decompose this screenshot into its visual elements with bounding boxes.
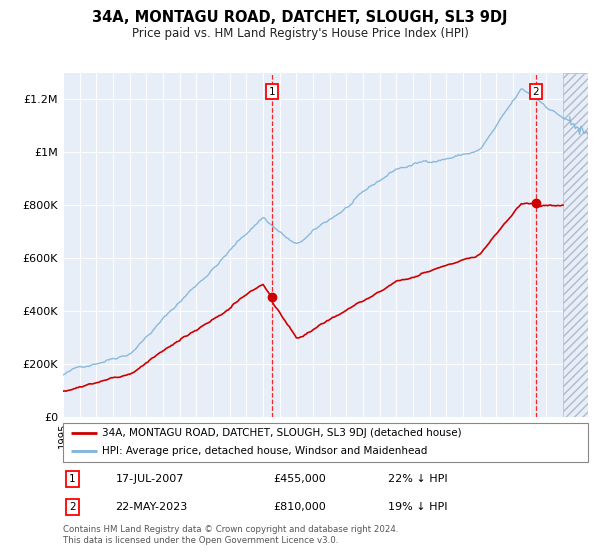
Text: 19% ↓ HPI: 19% ↓ HPI bbox=[389, 502, 448, 512]
FancyBboxPatch shape bbox=[63, 423, 588, 462]
Text: 2: 2 bbox=[533, 87, 539, 97]
Text: £810,000: £810,000 bbox=[273, 502, 326, 512]
Text: 22% ↓ HPI: 22% ↓ HPI bbox=[389, 474, 448, 484]
Text: HPI: Average price, detached house, Windsor and Maidenhead: HPI: Average price, detached house, Wind… bbox=[103, 446, 428, 456]
Text: Price paid vs. HM Land Registry's House Price Index (HPI): Price paid vs. HM Land Registry's House … bbox=[131, 27, 469, 40]
Text: Contains HM Land Registry data © Crown copyright and database right 2024.
This d: Contains HM Land Registry data © Crown c… bbox=[63, 525, 398, 545]
Text: £455,000: £455,000 bbox=[273, 474, 326, 484]
Text: 2: 2 bbox=[69, 502, 76, 512]
Bar bbox=[563, 73, 588, 417]
Text: 22-MAY-2023: 22-MAY-2023 bbox=[115, 502, 188, 512]
Text: 34A, MONTAGU ROAD, DATCHET, SLOUGH, SL3 9DJ: 34A, MONTAGU ROAD, DATCHET, SLOUGH, SL3 … bbox=[92, 10, 508, 25]
Text: 1: 1 bbox=[69, 474, 76, 484]
Text: 34A, MONTAGU ROAD, DATCHET, SLOUGH, SL3 9DJ (detached house): 34A, MONTAGU ROAD, DATCHET, SLOUGH, SL3 … bbox=[103, 428, 462, 438]
Text: 17-JUL-2007: 17-JUL-2007 bbox=[115, 474, 184, 484]
Text: 1: 1 bbox=[269, 87, 275, 97]
